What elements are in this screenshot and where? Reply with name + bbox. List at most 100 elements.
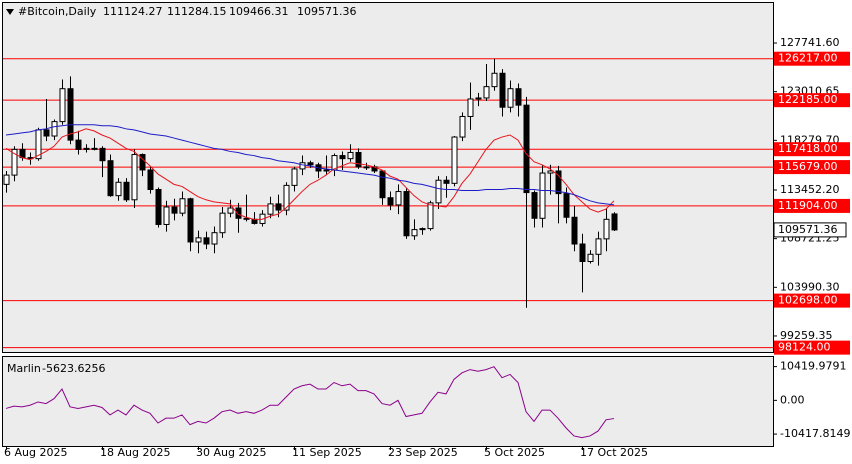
candle-body [3,174,10,185]
candle-body [563,193,570,218]
candle-body [579,243,586,262]
candle-body [403,191,410,237]
candle-body [171,206,178,214]
candle-body [83,147,90,150]
level-label-box [774,340,850,355]
candle-body [219,212,226,234]
candle-body [339,155,346,160]
candle-body [163,206,170,225]
moving-average [5,128,615,220]
y-tick-label: 99259.35 [780,329,833,342]
candle-body [603,218,610,240]
candle-body [467,98,474,117]
candle-body [267,203,274,215]
candle-body [91,147,98,150]
indicator-tick-label: -10417.8149 [780,427,850,440]
candle-body [571,216,578,245]
level-label: 102698.00 [778,294,838,307]
candle-body [235,207,242,219]
level-label: 126217.00 [778,52,838,65]
header-low: 109466.31 [229,5,289,18]
candle-body [299,162,306,170]
candle-body [611,213,618,231]
candle-body [507,88,514,108]
candle-body [547,170,554,174]
candle-body [443,179,450,184]
price-label: 109571.36 [778,223,838,236]
candle-body [483,86,490,99]
candle-body [435,179,442,204]
level-label: 115679.00 [778,160,838,173]
candle-body [419,228,426,231]
candle-body [307,162,314,166]
candle-body [491,72,498,88]
candle-body [355,151,362,168]
moving-average [5,124,615,206]
candle-body [139,154,146,171]
indicator-value: -5623.6256 [42,362,105,375]
candle-body [291,168,298,186]
candle-body [363,166,370,169]
indicator-panel [2,356,774,447]
candle-body [107,160,114,197]
plot-layer [3,58,773,439]
level-label-box [774,93,850,108]
x-tick-label: 30 Aug 2025 [196,446,266,459]
header-close: 109571.36 [297,5,357,18]
level-label: 111904.00 [778,199,838,212]
header-high: 111284.15 [167,5,227,18]
candle-body [227,207,234,214]
header-open: 111124.27 [103,5,163,18]
candle-body [555,170,562,195]
candle-body [67,88,74,141]
indicator-tick-label: 10419.9791 [780,360,846,373]
level-label-box [774,293,850,308]
chart-title: #Bitcoin,Daily [18,5,97,18]
candle-body [243,217,250,220]
candle-body [539,172,546,219]
candle-body [203,237,210,245]
candle-body [515,88,522,106]
x-tick-label: 11 Sep 2025 [292,446,362,459]
menu-arrow [6,9,14,15]
x-tick-label: 17 Oct 2025 [580,446,648,459]
level-label-box [774,160,850,175]
y-tick-label: 127741.60 [780,36,840,49]
candle-body [51,121,58,137]
candle-body [459,115,466,138]
level-label-box [774,142,850,157]
indicator-title: Marlin [7,362,41,375]
candle-body [211,232,218,245]
candle-body [275,203,282,211]
x-tick-label: 18 Aug 2025 [100,446,170,459]
x-tick-label: 5 Oct 2025 [484,446,545,459]
candle-body [147,169,154,190]
candle-body [251,218,258,224]
candle-body [123,181,130,201]
candle-body [19,148,26,159]
candle-body [43,129,50,137]
candle-body [283,184,290,211]
level-label: 122185.00 [778,93,838,106]
x-tick-label: 23 Sep 2025 [388,446,458,459]
candle-body [499,72,506,108]
candle-body [387,197,394,206]
level-label: 117418.00 [778,142,838,155]
candle-body [587,253,594,262]
candle-body [347,151,354,160]
candle-body [531,192,538,219]
y-tick-label: 113452.20 [780,183,840,196]
candle-body [451,136,458,184]
price-label-box [773,222,847,238]
candle-body [411,229,418,237]
candle-body [99,147,106,162]
candle-body [187,198,194,243]
indicator-line [5,366,615,439]
indicator-tick-label: 0.00 [780,393,805,406]
candle-body [379,170,386,199]
candle-body [59,88,66,123]
candle-body [115,181,122,197]
candle-body [395,191,402,206]
candle-body [323,169,330,172]
candle-body [75,139,82,150]
